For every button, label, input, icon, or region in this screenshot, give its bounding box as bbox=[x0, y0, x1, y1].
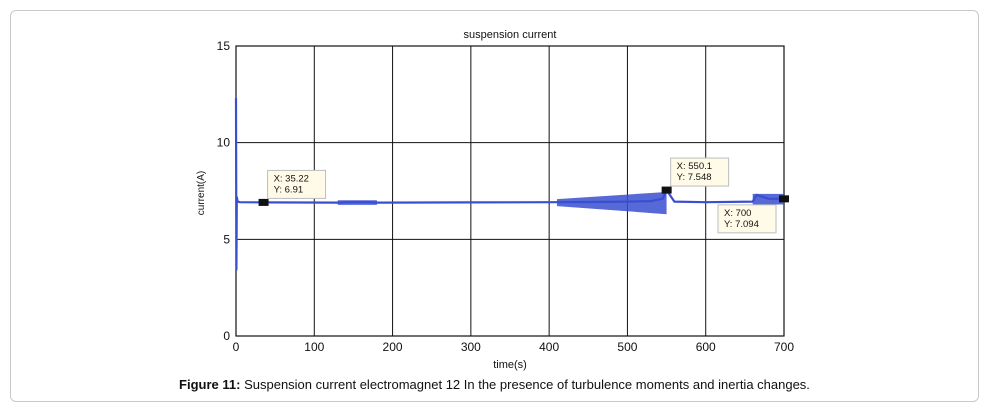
y-tick-label: 0 bbox=[223, 329, 230, 343]
datatip-marker bbox=[779, 195, 789, 203]
datatip-box bbox=[717, 204, 777, 234]
datatip-marker bbox=[661, 186, 672, 194]
x-tick-label: 100 bbox=[304, 340, 324, 354]
datatip-text: X: 700 bbox=[724, 208, 751, 219]
plot-area bbox=[236, 46, 784, 336]
y-tick-label: 5 bbox=[223, 232, 230, 246]
x-tick-label: 600 bbox=[696, 340, 716, 354]
y-tick-label: 10 bbox=[217, 136, 231, 150]
series-line bbox=[234, 98, 785, 271]
datatip-box bbox=[670, 157, 730, 187]
datatip-text: Y: 6.91 bbox=[274, 184, 304, 195]
x-axis-label: time(s) bbox=[493, 359, 527, 371]
x-tick-label: 0 bbox=[233, 340, 240, 354]
y-axis-label: current(A) bbox=[196, 171, 207, 215]
caption-label: Figure 11: bbox=[179, 377, 241, 392]
datatip-text: Y: 7.094 bbox=[724, 219, 759, 230]
datatip-marker bbox=[258, 198, 269, 206]
caption-text: Suspension current electromagnet 12 In t… bbox=[240, 377, 810, 392]
x-tick-label: 400 bbox=[539, 340, 559, 354]
datatip-text: Y: 7.548 bbox=[677, 172, 712, 183]
x-tick-label: 700 bbox=[774, 340, 794, 354]
chart-title: suspension current bbox=[464, 29, 557, 41]
x-tick-label: 500 bbox=[617, 340, 637, 354]
x-tick-label: 300 bbox=[461, 340, 481, 354]
oscillation-band bbox=[556, 191, 667, 215]
datatip-text: X: 35.22 bbox=[274, 173, 309, 184]
datatip-box bbox=[267, 169, 327, 199]
figure-caption: Figure 11: Suspension current electromag… bbox=[0, 377, 989, 392]
x-tick-label: 200 bbox=[383, 340, 403, 354]
datatip-text: X: 550.1 bbox=[677, 161, 712, 172]
y-tick-label: 15 bbox=[217, 39, 231, 53]
